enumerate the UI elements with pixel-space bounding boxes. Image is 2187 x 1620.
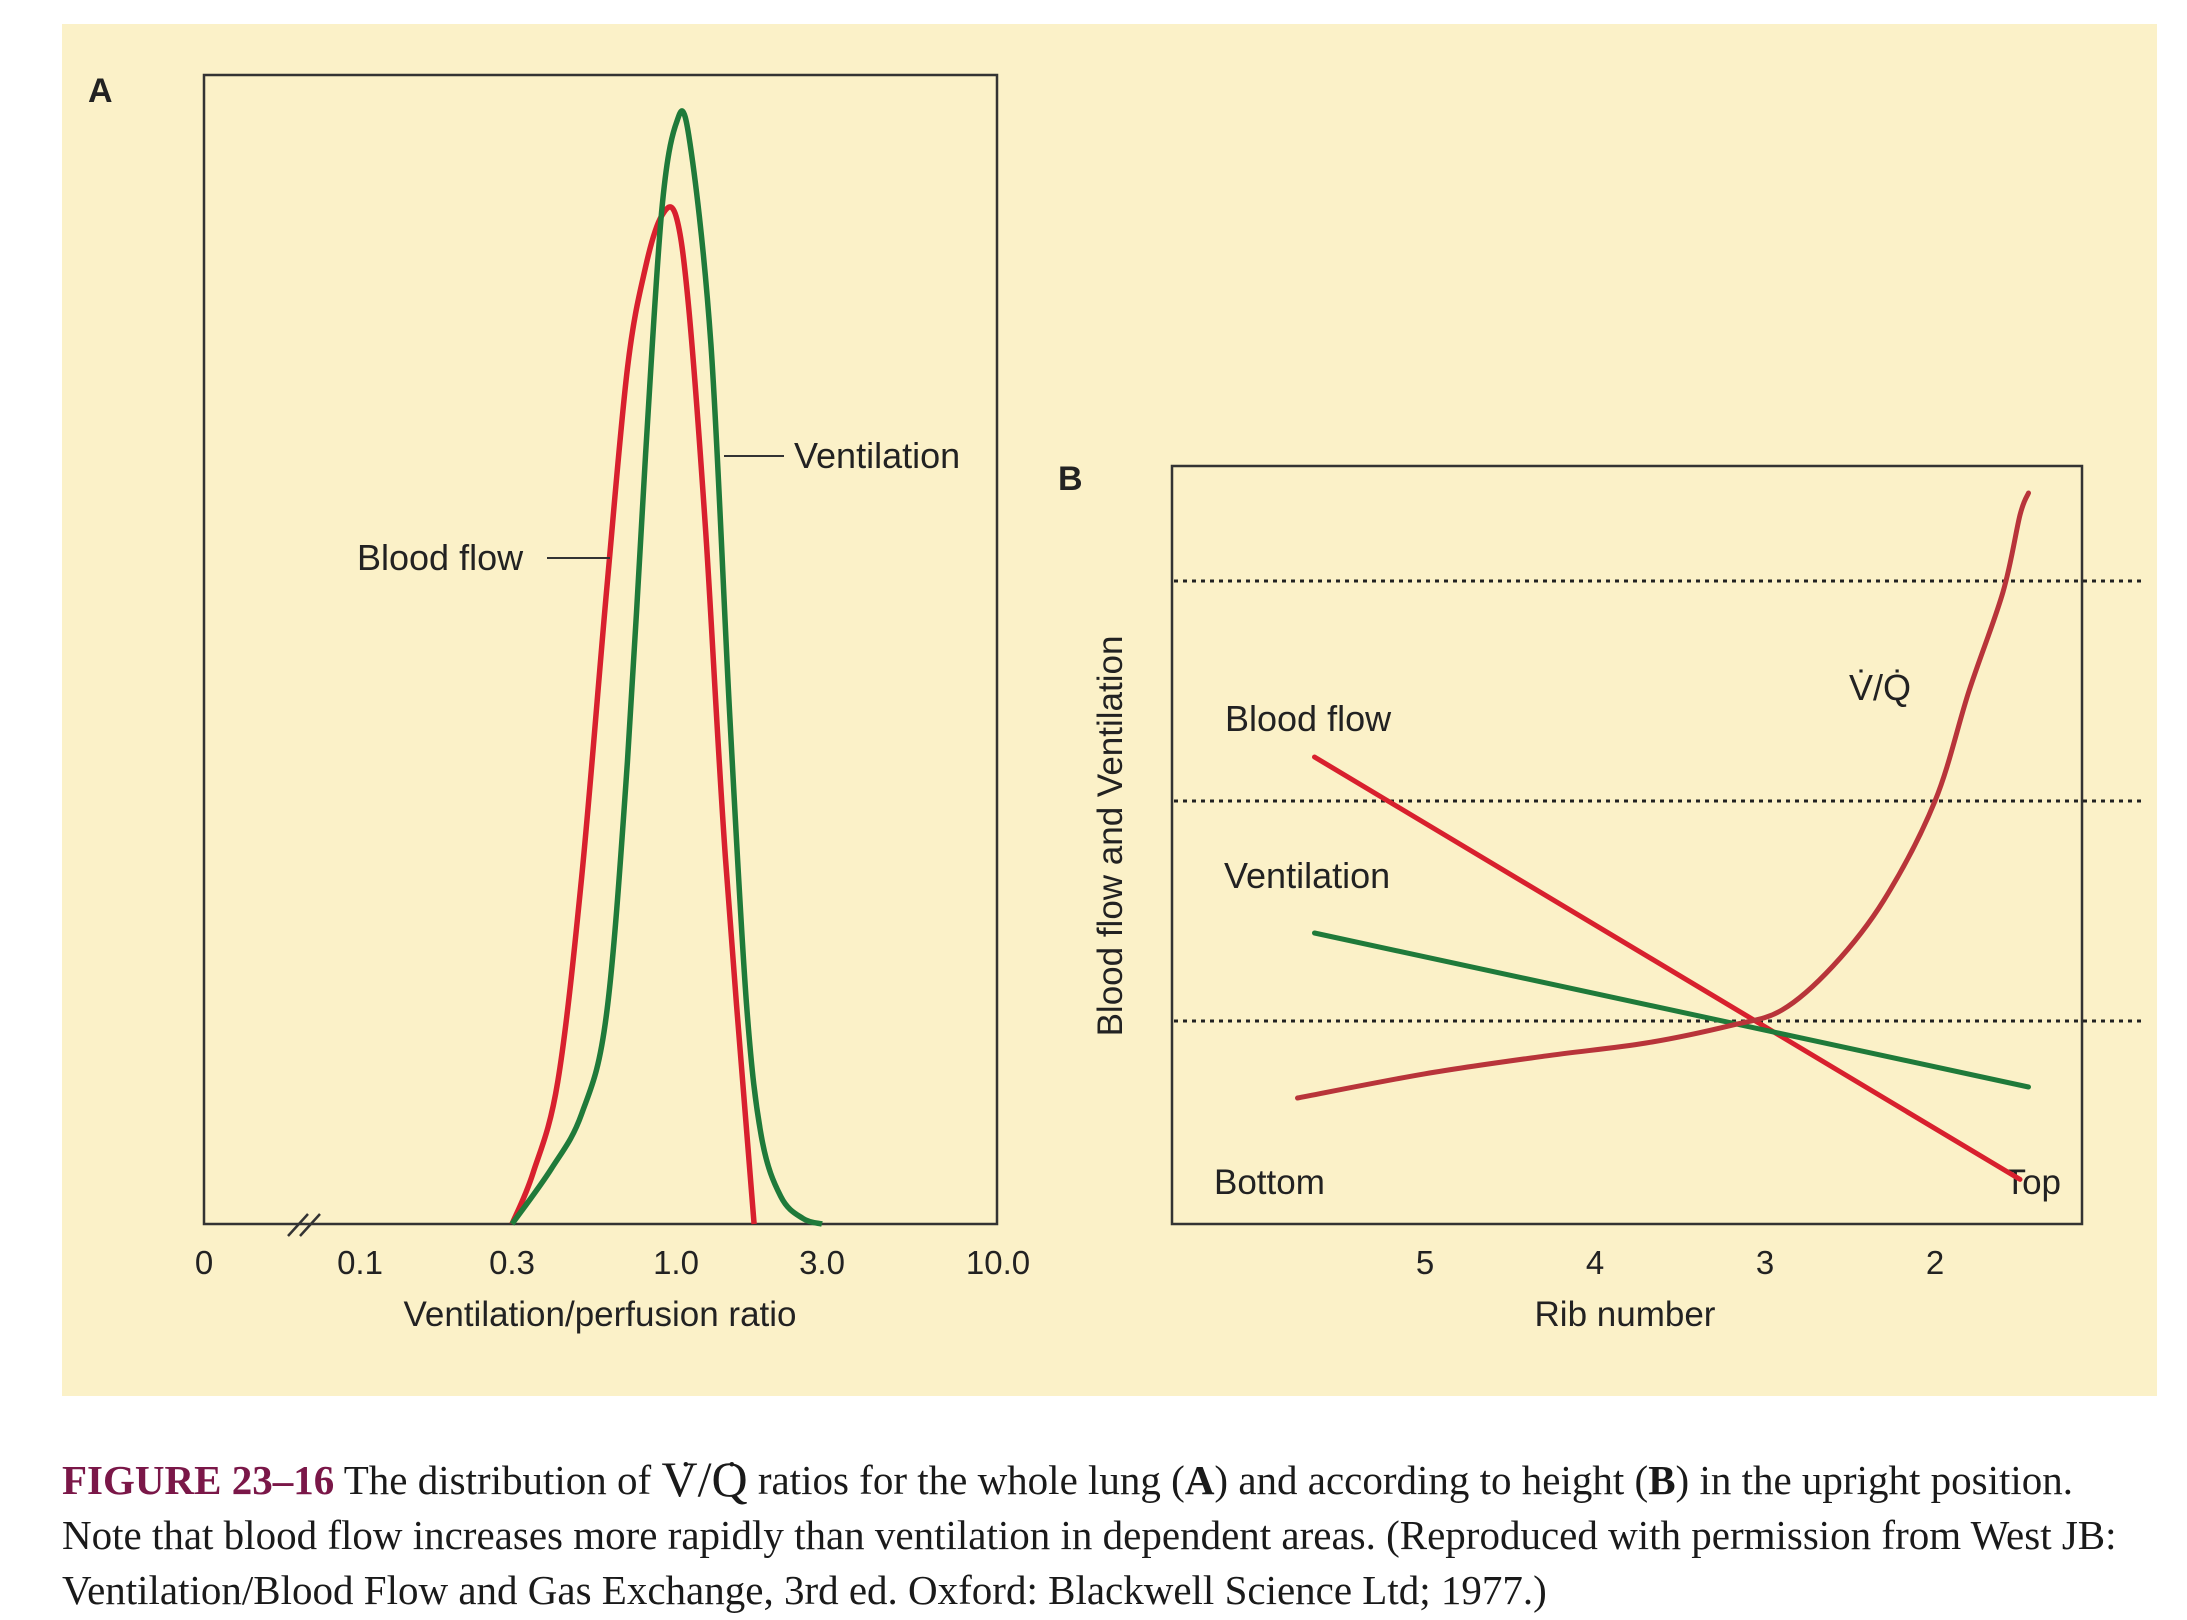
panel-b-series-blood-flow-line [1312,754,2023,1182]
vq-v: V [661,1451,698,1507]
panel-a-x-tick-label: 1.0 [653,1244,699,1281]
panel-a-series-blood-flow-line [509,204,757,1226]
caption-b: B [1648,1457,1676,1503]
panel-a-series-ventilation-line [509,108,823,1227]
caption-part-1: The distribution of [343,1457,652,1503]
panel-a-frame [202,73,999,1226]
panel-a-x-tick-label: 0.1 [337,1244,383,1281]
panel-b-x-tick-label: 2 [1926,1244,1944,1281]
panel-a-x-ticks: 0 0.1 0.3 1.0 3.0 10.0 [195,1244,1030,1281]
panel-a-series [509,108,823,1227]
bottom-label: Bottom [1214,1163,1325,1202]
panel-a-x-tick-label: 10.0 [966,1244,1030,1281]
panel-b-x-tick-label: 4 [1586,1244,1604,1281]
panel-b-letter: B [1058,460,1083,498]
panel-b-y-axis-label: Blood flow and Ventilation [1091,636,1130,1037]
panel-b-ventilation-label: Ventilation [1224,855,1390,896]
figure-caption: FIGURE 23–16 The distribution of · V/· Q r… [62,1444,2162,1618]
panel-b-x-tick-label: 5 [1416,1244,1434,1281]
panel-a-x-tick-label: 0.3 [489,1244,535,1281]
top-label: Top [2005,1163,2061,1202]
figure-panel: A 0 0.1 0.3 1.0 3.0 10.0 Ventilation/perfusio… [62,24,2157,1396]
panel-a-x-axis-label: Ventilation/perfusion ratio [403,1295,796,1334]
panel-b-series-vq-line [1295,490,2031,1101]
vq-q: Q [711,1451,748,1507]
caption-part-2: ratios for the whole lung ( [757,1457,1185,1503]
panel-b-blood-flow-label: Blood flow [1225,698,1392,739]
caption-part-3: ) and according to height ( [1214,1457,1649,1503]
panel-b-x-tick-label: 3 [1756,1244,1774,1281]
figure-label: FIGURE 23–16 [62,1457,335,1503]
panel-a-blood-flow-label: Blood flow [357,537,524,578]
vq-slash: / [697,1451,712,1507]
panel-background [62,24,2157,1396]
panel-b-x-axis-label: Rib number [1535,1295,1716,1334]
panel-b-x-ticks: 5 4 3 2 [1416,1244,1944,1281]
panel-b-series-ventilation-line [1312,930,2031,1090]
panel-a-x-tick-label: 3.0 [799,1244,845,1281]
panel-a: A 0 0.1 0.3 1.0 3.0 10.0 Ventilation/perfusio… [88,72,1030,1334]
figure-svg: A 0 0.1 0.3 1.0 3.0 10.0 Ventilation/perfusio… [62,24,2157,1396]
vq-symbol: · V/· Q [661,1444,748,1507]
caption-part-4: ) in the upright position. Note that blo… [62,1457,2117,1613]
caption-a: A [1184,1457,1215,1503]
panel-a-letter: A [88,72,113,110]
panel-b-vq-label: V̇/Q̇ [1849,667,1911,708]
panel-a-x-tick-label: 0 [195,1244,213,1281]
axis-break-icon [287,1213,321,1237]
panel-b-series [1295,490,2031,1182]
panel-a-ventilation-label: Ventilation [794,435,960,476]
panel-b-frame [1170,464,2084,1226]
